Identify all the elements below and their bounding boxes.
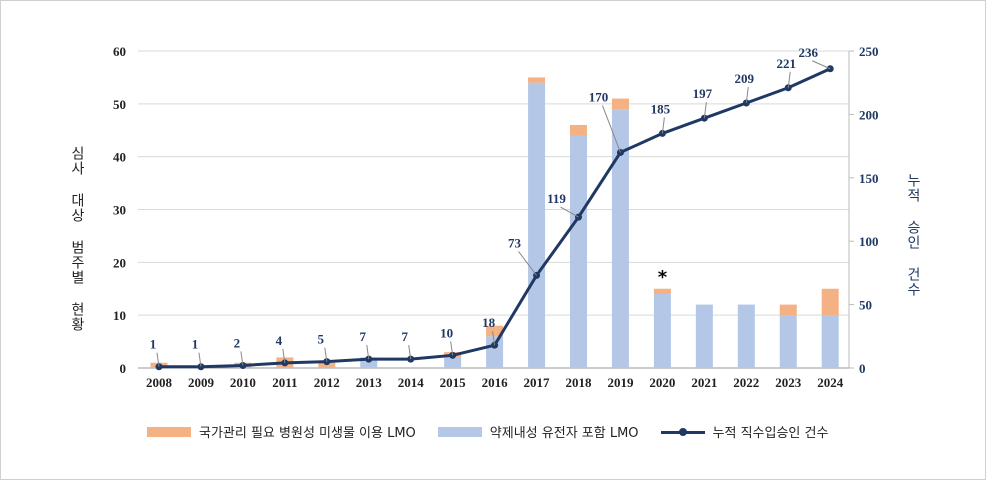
data-label: 10 bbox=[440, 325, 453, 340]
data-label: 4 bbox=[276, 333, 283, 348]
data-label-leader bbox=[745, 86, 749, 104]
data-label: 7 bbox=[360, 329, 367, 344]
x-tick-label: 2021 bbox=[691, 375, 717, 390]
y2-tick-label: 250 bbox=[859, 44, 879, 59]
data-label: 236 bbox=[798, 45, 818, 60]
data-label-leader bbox=[366, 345, 370, 360]
bar-blue bbox=[779, 315, 797, 368]
bar-blue bbox=[737, 304, 755, 368]
legend-item-line: 누적 직수입승인 건수 bbox=[660, 422, 829, 441]
y2-tick-label: 200 bbox=[859, 107, 879, 122]
legend-item-blue: 약제내성 유전자 포함 LMO bbox=[437, 422, 639, 441]
data-label-leader bbox=[282, 348, 286, 363]
bar-blue bbox=[653, 294, 671, 368]
bar-blue bbox=[570, 135, 587, 368]
data-label-leader bbox=[811, 60, 831, 70]
y-tick-label: 60 bbox=[113, 44, 126, 59]
x-tick-label: 2024 bbox=[817, 375, 844, 390]
data-label-leader bbox=[156, 352, 160, 367]
data-label: 197 bbox=[693, 86, 713, 101]
y-tick-label: 0 bbox=[120, 361, 127, 376]
bar-blue bbox=[444, 357, 462, 368]
bar-blue bbox=[821, 315, 839, 368]
data-label-leader bbox=[518, 251, 537, 276]
data-label-leader bbox=[408, 345, 412, 360]
bar-orange bbox=[318, 362, 336, 368]
bar-blue bbox=[486, 336, 504, 368]
bar-blue bbox=[360, 357, 378, 368]
x-tick-label: 2012 bbox=[314, 375, 340, 390]
data-label: 73 bbox=[508, 235, 522, 250]
data-label: 119 bbox=[547, 191, 566, 206]
y2-axis-title: 누적 승인 건수 bbox=[905, 173, 921, 297]
data-label-leader bbox=[324, 347, 328, 362]
legend: 국가관리 필요 병원성 미생물 이용 LMO 약제내성 유전자 포함 LMO 누… bbox=[147, 422, 850, 441]
data-label: 2 bbox=[234, 335, 241, 350]
bar-orange bbox=[528, 77, 546, 83]
bar-orange bbox=[570, 124, 587, 136]
bar-orange bbox=[486, 325, 504, 337]
data-label: 1 bbox=[192, 337, 199, 352]
data-label: 185 bbox=[651, 101, 671, 116]
x-tick-label: 2015 bbox=[440, 375, 467, 390]
y-axis-title: 심사 대상 범주별 현황 bbox=[69, 146, 85, 332]
x-tick-label: 2020 bbox=[649, 375, 675, 390]
data-label: 18 bbox=[482, 315, 496, 330]
data-label: 221 bbox=[777, 56, 797, 71]
y2-tick-label: 50 bbox=[859, 298, 872, 313]
y-tick-label: 50 bbox=[113, 97, 126, 112]
bar-blue bbox=[611, 109, 629, 368]
x-tick-label: 2013 bbox=[356, 375, 383, 390]
x-tick-label: 2010 bbox=[230, 375, 256, 390]
legend-swatch bbox=[437, 426, 482, 437]
x-tick-label: 2014 bbox=[398, 375, 425, 390]
x-tick-label: 2022 bbox=[733, 375, 759, 390]
data-label-leader bbox=[198, 352, 202, 367]
data-label-leader bbox=[560, 206, 579, 218]
bar-blue bbox=[695, 304, 713, 368]
legend-label: 약제내성 유전자 포함 LMO bbox=[489, 426, 639, 441]
x-tick-label: 2018 bbox=[566, 375, 593, 390]
legend-swatch bbox=[147, 426, 191, 437]
legend-label: 누적 직수입승인 건수 bbox=[712, 426, 829, 441]
data-label-leader bbox=[601, 105, 621, 153]
y-tick-label: 40 bbox=[113, 150, 126, 165]
bar-blue bbox=[528, 82, 546, 368]
legend-label: 국가관리 필요 병원성 미생물 이용 LMO bbox=[199, 426, 416, 441]
y-tick-label: 10 bbox=[113, 308, 126, 323]
bar-orange bbox=[821, 288, 839, 316]
data-label-leader bbox=[492, 331, 496, 346]
data-label-leader bbox=[450, 341, 454, 356]
data-label-leader bbox=[661, 117, 665, 134]
data-label: 1 bbox=[150, 337, 157, 352]
y2-tick-label: 150 bbox=[859, 171, 879, 186]
annotation-asterisk: * bbox=[658, 267, 668, 288]
y-tick-label: 20 bbox=[113, 255, 126, 270]
data-label-leader bbox=[240, 351, 244, 366]
x-tick-label: 2009 bbox=[188, 375, 215, 390]
data-label: 170 bbox=[589, 89, 609, 104]
bar-orange bbox=[611, 98, 629, 110]
bar-orange bbox=[779, 304, 797, 316]
legend-item-orange: 국가관리 필요 병원성 미생물 이용 LMO bbox=[147, 422, 416, 441]
data-label: 209 bbox=[735, 71, 755, 86]
bar-orange bbox=[653, 288, 671, 295]
x-tick-label: 2011 bbox=[272, 375, 297, 390]
x-tick-label: 2016 bbox=[482, 375, 509, 390]
x-tick-label: 2023 bbox=[775, 375, 802, 390]
x-tick-label: 2019 bbox=[607, 375, 634, 390]
data-label: 7 bbox=[401, 329, 408, 344]
y-tick-label: 30 bbox=[113, 203, 126, 218]
data-label: 5 bbox=[318, 332, 325, 347]
y2-tick-label: 100 bbox=[859, 234, 879, 249]
x-tick-label: 2008 bbox=[146, 375, 173, 390]
legend-swatch bbox=[660, 425, 705, 439]
data-label-leader bbox=[787, 71, 791, 88]
x-tick-label: 2017 bbox=[524, 375, 551, 390]
data-label-leader bbox=[703, 102, 707, 119]
y2-tick-label: 0 bbox=[859, 361, 866, 376]
